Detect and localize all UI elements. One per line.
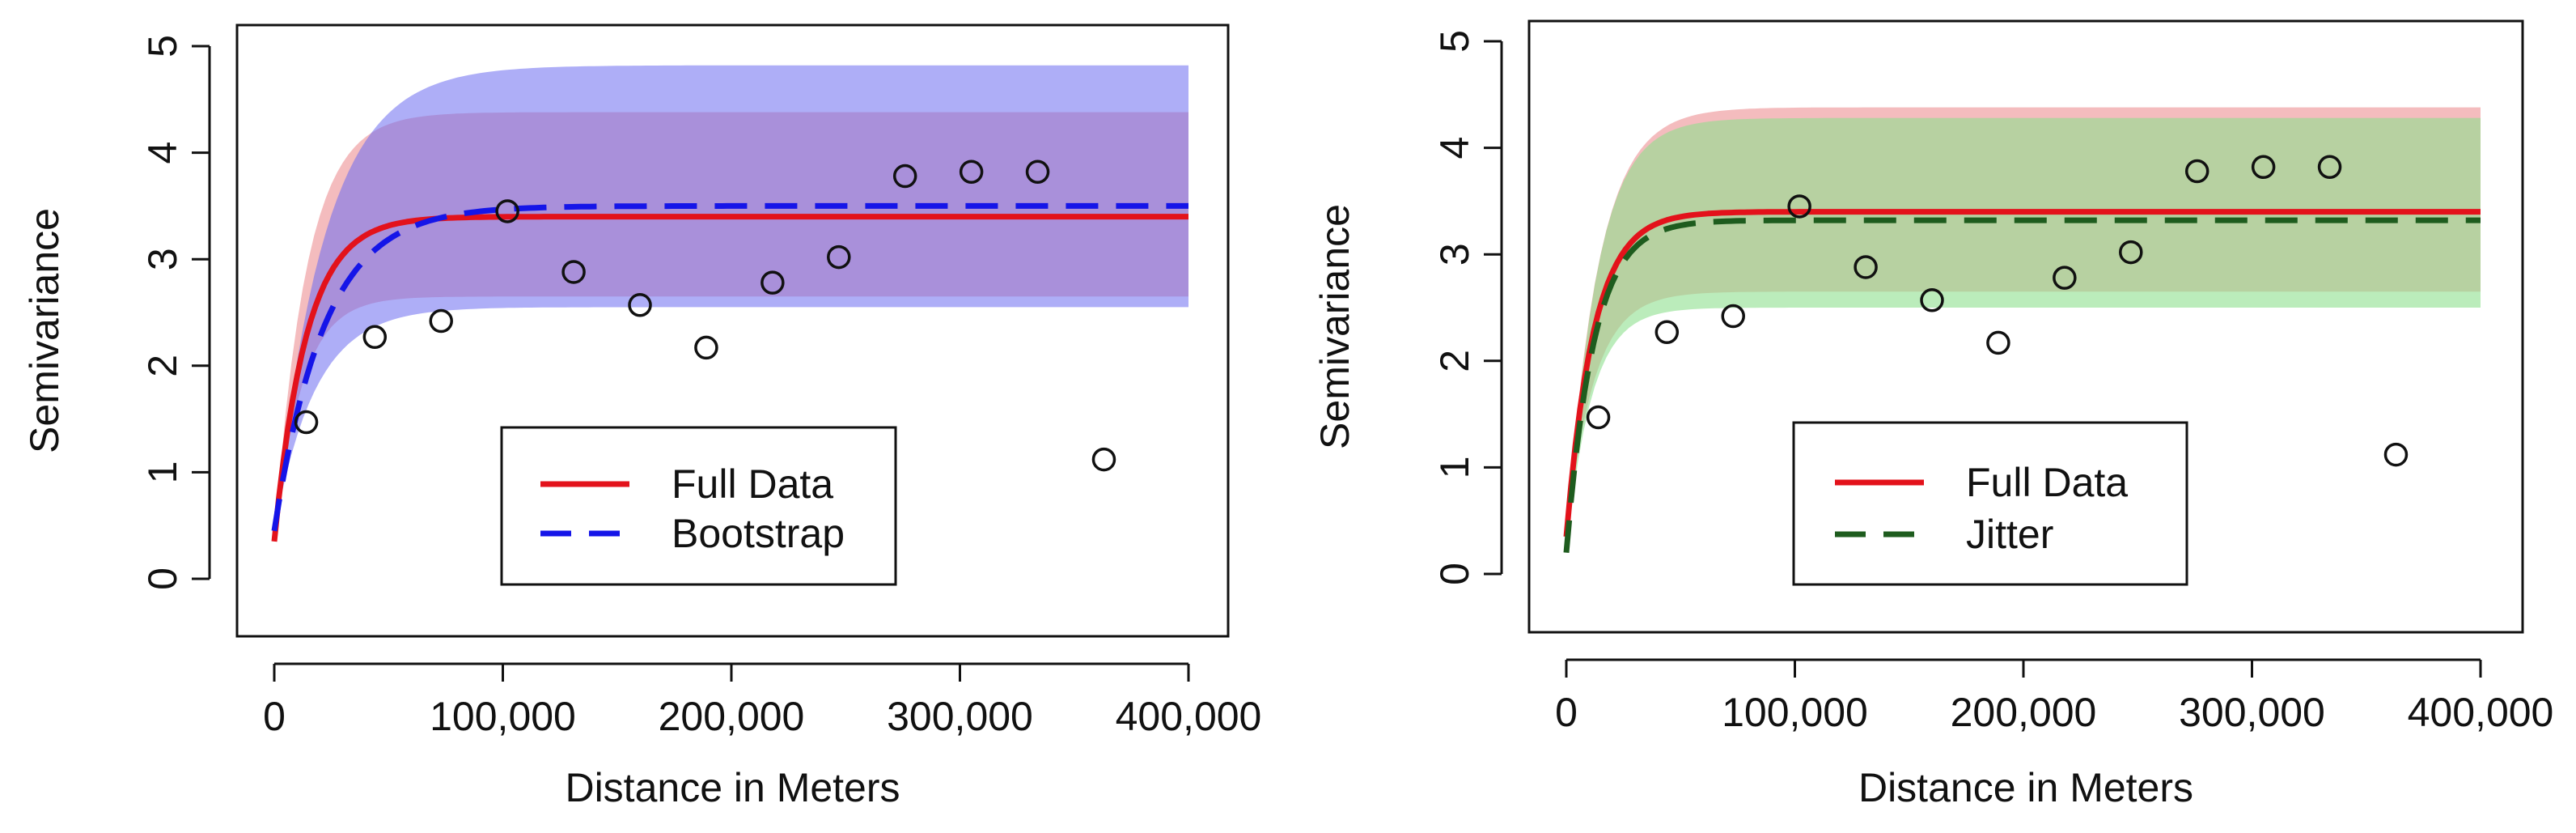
- legend-label: Full Data: [672, 461, 833, 507]
- y-tick-label: 2: [140, 355, 185, 377]
- data-point: [495, 199, 519, 223]
- series-line-jitter: [1563, 217, 2481, 554]
- plot-frame: [1527, 19, 2524, 634]
- data-point: [294, 410, 319, 435]
- series-line-bootstrap: [271, 202, 1188, 532]
- x-tick-label: 100,000: [1722, 690, 1868, 735]
- data-point: [694, 335, 718, 360]
- data-point: [959, 159, 984, 185]
- data-point: [628, 293, 652, 317]
- legend-label: Jitter: [1966, 512, 2053, 557]
- legend-label: Full Data: [1966, 460, 2128, 505]
- x-tick-label: 200,000: [659, 694, 805, 739]
- data-point: [2053, 266, 2077, 290]
- legend-label: Bootstrap: [672, 511, 845, 556]
- data-point: [362, 325, 388, 350]
- data-point: [1654, 320, 1680, 345]
- x-axis-title: Distance in Meters: [1858, 765, 2193, 810]
- x-tick-label: 0: [1555, 690, 1578, 735]
- x-tick-label: 300,000: [2179, 690, 2325, 735]
- y-tick-label: 1: [1432, 456, 1477, 478]
- legend: Full Data Jitter: [1792, 421, 2188, 586]
- data-point: [1025, 159, 1050, 185]
- data-point: [2251, 155, 2276, 180]
- chart-panel-1: 0 100,000 200,000 300,000 400,000 0 1 2 3 4 5 Dista…: [22, 23, 1262, 810]
- data-point: [761, 270, 785, 295]
- x-tick-label: 100,000: [430, 694, 576, 739]
- data-point: [1586, 405, 1611, 430]
- data-point: [1920, 288, 1944, 312]
- x-axis-title: Distance in Meters: [565, 765, 900, 810]
- confidence-band-2: [1566, 117, 2481, 553]
- y-axis-title: Semivariance: [1312, 204, 1358, 449]
- data-point: [429, 308, 453, 334]
- chart-panel-2: 0 100,000 200,000 300,000 400,000 0 1 2 3 4 5 Dista…: [1312, 19, 2554, 810]
- legend-box: [500, 426, 897, 586]
- y-tick-label: 5: [1432, 30, 1477, 53]
- data-point: [892, 164, 917, 189]
- x-tick-label: 0: [263, 694, 286, 739]
- data-point: [1091, 447, 1116, 472]
- data-point: [2317, 155, 2342, 180]
- data-point: [561, 260, 586, 284]
- x-tick-label: 300,000: [887, 694, 1033, 739]
- y-tick-label: 0: [1432, 563, 1477, 585]
- legend-box: [1792, 421, 2188, 586]
- data-point: [2184, 159, 2210, 184]
- confidence-band-2: [274, 65, 1188, 531]
- data-point: [1721, 304, 1745, 329]
- y-tick-label: 3: [140, 248, 185, 270]
- y-tick-label: 3: [1432, 243, 1477, 266]
- data-point: [1787, 194, 1811, 219]
- y-tick-label: 0: [140, 567, 185, 590]
- data-point: [827, 244, 851, 270]
- x-tick-label: 400,000: [1116, 694, 1262, 739]
- data-point: [1986, 330, 2010, 355]
- plot-frame: [235, 23, 1230, 638]
- y-tick-label: 5: [140, 35, 185, 57]
- y-tick-label: 4: [1432, 137, 1477, 159]
- data-point: [2383, 442, 2409, 467]
- series-line-full-data: [1563, 209, 2481, 538]
- data-point: [1854, 255, 1878, 279]
- x-tick-label: 200,000: [1951, 690, 2097, 735]
- y-tick-label: 4: [140, 142, 185, 164]
- x-tick-label: 400,000: [2408, 690, 2554, 735]
- y-axis-title: Semivariance: [22, 208, 67, 453]
- y-tick-label: 2: [1432, 350, 1477, 372]
- data-point: [2119, 240, 2143, 265]
- y-tick-label: 1: [140, 461, 185, 483]
